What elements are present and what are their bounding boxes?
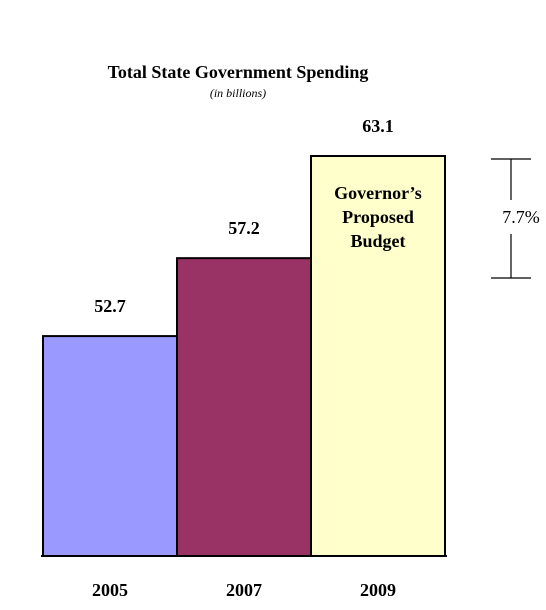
bar-2005 [42,335,178,557]
change-percent-label: 7.7% [502,207,540,227]
chart-subtitle: (in billions) [209,86,267,100]
bar-annotation-line-3: Budget [350,231,405,251]
chart-title: Total State Government Spending [107,62,369,82]
x-tick-label-2007: 2007 [226,580,262,600]
bar-annotation-line-1: Governor’s [334,183,422,203]
x-tick-label-2009: 2009 [360,580,396,600]
bar-2009 [310,155,446,557]
bar-2007 [176,257,312,557]
value-label-2009: 63.1 [362,116,394,136]
x-tick-label-2005: 2005 [92,580,128,600]
bar-annotation-line-2: Proposed [342,207,414,227]
value-label-2007: 57.2 [228,218,260,238]
value-label-2005: 52.7 [94,296,126,316]
